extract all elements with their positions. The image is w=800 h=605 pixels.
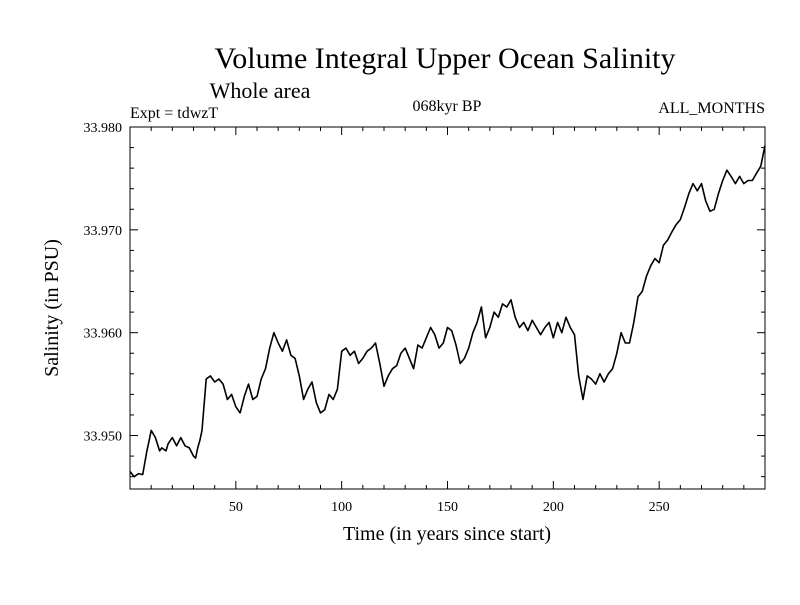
y-tick-label: 33.960 bbox=[84, 327, 123, 342]
y-axis-label: Salinity (in PSU) bbox=[41, 239, 63, 377]
chart-subtitle: Whole area bbox=[210, 78, 311, 103]
x-tick-label: 250 bbox=[649, 500, 670, 515]
x-tick-label: 150 bbox=[437, 500, 458, 515]
x-tick-label: 50 bbox=[229, 500, 243, 515]
x-axis-label: Time (in years since start) bbox=[343, 523, 551, 545]
y-tick-label: 33.950 bbox=[84, 430, 123, 445]
period-label: 068kyr BP bbox=[413, 98, 482, 115]
axis-ticks bbox=[130, 126, 765, 489]
expt-label: Expt = tdwzT bbox=[130, 105, 218, 122]
series-line bbox=[129, 145, 766, 478]
chart-title: Volume Integral Upper Ocean Salinity bbox=[215, 42, 676, 75]
x-tick-labels: 50 100 150 200 250 bbox=[229, 500, 670, 515]
months-label: ALL_MONTHS bbox=[658, 100, 765, 117]
y-tick-label: 33.980 bbox=[84, 121, 123, 136]
x-tick-label: 100 bbox=[331, 500, 352, 515]
x-tick-label: 200 bbox=[543, 500, 564, 515]
y-tick-label: 33.970 bbox=[84, 224, 123, 239]
y-tick-labels: 33.950 33.960 33.970 33.980 bbox=[84, 121, 123, 445]
plot-frame bbox=[129, 126, 766, 490]
